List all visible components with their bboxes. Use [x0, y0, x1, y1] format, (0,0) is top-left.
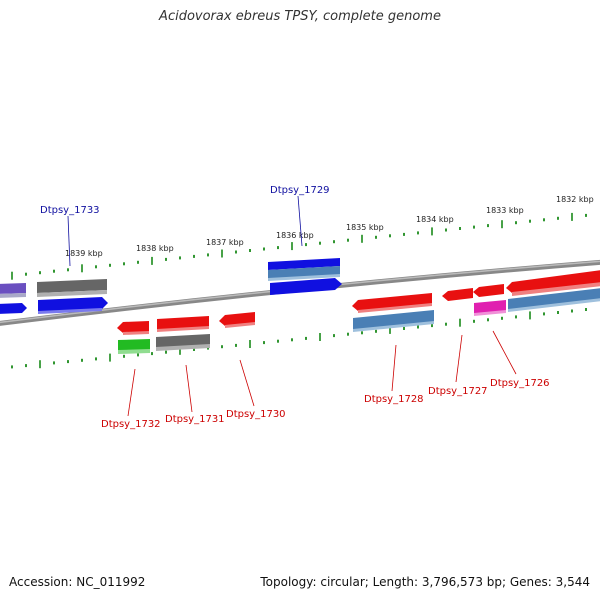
feature-blue-arrow-1729b[interactable]	[270, 278, 342, 295]
feature-red-arrow-1728a[interactable]	[352, 293, 432, 313]
leader-1731	[185, 364, 193, 413]
gene-label-1727[interactable]: Dtpsy_1727	[428, 386, 488, 397]
leader-1726	[492, 330, 517, 375]
feature-red-arrow-1726a[interactable]	[473, 284, 504, 297]
feature-steelblue-1728[interactable]	[353, 310, 434, 332]
feature-purple-left[interactable]	[0, 283, 26, 298]
genome-summary-text: Topology: circular; Length: 3,796,573 bp…	[260, 575, 590, 589]
scale-label-1837: 1837 kbp	[206, 238, 244, 247]
gene-label-1726[interactable]: Dtpsy_1726	[490, 378, 550, 389]
lower-scale-ticks	[11, 308, 587, 369]
gene-label-1728[interactable]: Dtpsy_1728	[364, 394, 424, 405]
scale-label-1838: 1838 kbp	[136, 244, 174, 253]
feature-red-1731[interactable]	[157, 316, 209, 332]
gene-label-1733[interactable]: Dtpsy_1733	[40, 205, 100, 216]
leader-1727	[455, 334, 463, 383]
scale-label-1834: 1834 kbp	[416, 215, 454, 224]
feature-red-arrow-right[interactable]	[506, 270, 600, 296]
gene-label-1732[interactable]: Dtpsy_1732	[101, 419, 161, 430]
gene-label-1729[interactable]: Dtpsy_1729	[270, 185, 330, 196]
map-title: Acidovorax ebreus TPSY, complete genome	[159, 9, 441, 24]
feature-gray-1733[interactable]	[37, 279, 107, 297]
feature-blue-left-arrow[interactable]	[0, 303, 27, 314]
feature-magenta-1726[interactable]	[474, 300, 506, 316]
leader-1729	[297, 195, 303, 247]
feature-steelblue-right[interactable]	[508, 288, 600, 312]
upper-scale-ticks	[11, 212, 587, 280]
feature-gray-1731[interactable]	[156, 334, 210, 351]
feature-blue-arrow-2[interactable]	[38, 297, 108, 314]
gene-label-1730[interactable]: Dtpsy_1730	[226, 409, 286, 420]
leader-1728	[391, 344, 397, 392]
leader-1732	[127, 368, 136, 417]
gene-label-1731[interactable]: Dtpsy_1731	[165, 414, 225, 425]
feature-blue-1729[interactable]	[268, 258, 340, 281]
feature-red-arrow-1727[interactable]	[442, 288, 473, 301]
scale-label-1835: 1835 kbp	[346, 223, 384, 232]
scale-label-1836: 1836 kbp	[276, 231, 314, 240]
scale-label-1833: 1833 kbp	[486, 206, 524, 215]
leader-1730	[239, 359, 255, 407]
scale-label-1839: 1839 kbp	[65, 249, 103, 258]
accession-text: Accession: NC_011992	[9, 575, 146, 589]
feature-red-arrow-1732[interactable]	[117, 321, 149, 335]
scale-label-1832: 1832 kbp	[556, 195, 594, 204]
feature-green-1732[interactable]	[118, 339, 150, 354]
feature-red-arrow-1730[interactable]	[219, 312, 255, 328]
leader-1733	[67, 215, 71, 267]
